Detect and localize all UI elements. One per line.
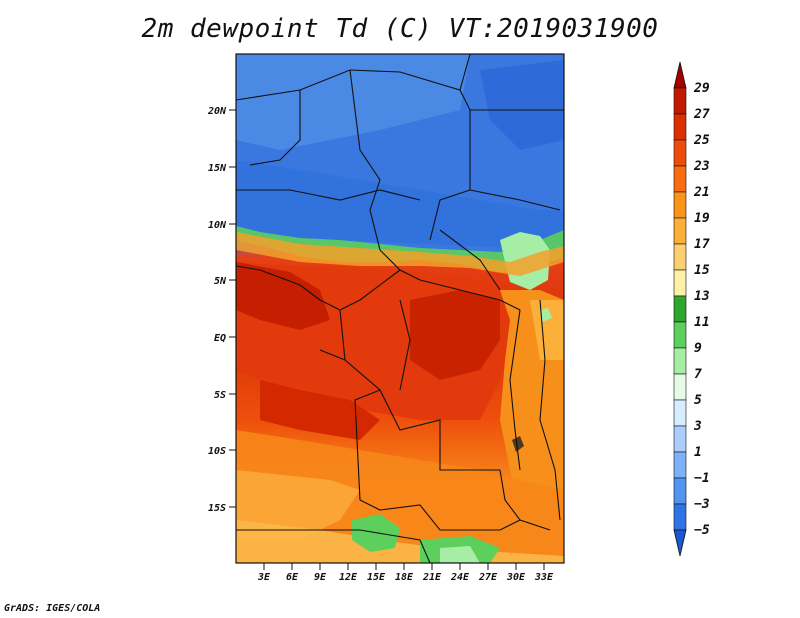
lon-tick-label: 9E — [314, 572, 327, 583]
colorbar-swatch — [673, 477, 687, 505]
colorbar-swatch — [673, 87, 687, 115]
colorbar-label: −1 — [694, 471, 710, 486]
colorbar-swatch — [673, 191, 687, 219]
colorbar-swatch — [673, 503, 687, 531]
colorbar-label: 13 — [694, 289, 710, 304]
country-borders — [236, 54, 564, 563]
colorbar-label: 9 — [694, 341, 702, 356]
colorbar-bottom-arrow — [673, 529, 687, 557]
lon-tick-label: 12E — [339, 572, 358, 583]
dewpoint-field — [236, 54, 564, 563]
colorbar-label: 27 — [693, 107, 710, 122]
lat-tick-label: 10S — [208, 446, 226, 457]
lon-tick-label: 24E — [450, 572, 470, 583]
colorbar-swatch — [673, 347, 687, 375]
colorbar-swatch — [673, 243, 687, 271]
colorbar-swatch — [673, 217, 687, 245]
lon-tick-label: 33E — [534, 572, 554, 583]
colorbar-swatch — [673, 113, 687, 141]
colorbar-swatch — [673, 165, 687, 193]
lat-tick-label: 5S — [214, 390, 226, 401]
colorbar-label: 29 — [693, 81, 710, 96]
lat-axis: 20N 15N 10N 5N EQ 5S 10S 15S — [207, 106, 236, 514]
colorbar-swatch — [673, 295, 687, 323]
lat-tick-label: 15N — [208, 163, 227, 174]
lat-tick-label: EQ — [214, 333, 226, 344]
colorbar-label: 1 — [694, 445, 702, 460]
map-frame — [235, 53, 565, 564]
lat-tick-label: 5N — [214, 276, 227, 287]
lon-tick-label: 30E — [506, 572, 526, 583]
colorbar-label: 19 — [694, 211, 710, 226]
colorbar-swatch — [673, 425, 687, 453]
colorbar-label: 21 — [693, 185, 710, 200]
colorbar-label: 25 — [693, 133, 710, 148]
colorbar-label: 23 — [693, 159, 710, 174]
colorbar-label: 15 — [694, 263, 710, 278]
colorbar-label: 7 — [694, 367, 702, 382]
lon-tick-label: 3E — [257, 572, 271, 583]
colorbar-label: 5 — [694, 393, 702, 408]
colorbar-label: 17 — [694, 237, 710, 252]
colorbar-label: −3 — [694, 497, 710, 512]
chart-title: 2m dewpoint Td (C) VT:2019031900 — [141, 14, 659, 44]
colorbar-swatch — [673, 399, 687, 427]
colorbar-swatch — [673, 373, 687, 401]
lat-tick-label: 15S — [208, 503, 226, 514]
colorbar-top-arrow — [673, 61, 687, 89]
credit-text: GrADS: IGES/COLA — [4, 603, 101, 614]
lon-tick-label: 27E — [478, 572, 498, 583]
lon-tick-label: 6E — [286, 572, 299, 583]
colorbar-label: −5 — [694, 523, 710, 538]
colorbar-label: 3 — [693, 419, 702, 434]
colorbar: 29 27 25 23 21 19 17 15 13 11 9 7 5 3 1 −1 −3 −5 — [673, 61, 710, 557]
colorbar-swatch — [673, 451, 687, 479]
lon-tick-label: 18E — [395, 572, 414, 583]
lon-tick-label: 15E — [367, 572, 386, 583]
lon-tick-label: 21E — [422, 572, 442, 583]
lat-tick-label: 10N — [208, 220, 227, 231]
colorbar-swatch — [673, 139, 687, 167]
lat-tick-label: 20N — [207, 106, 227, 117]
colorbar-swatch — [673, 269, 687, 297]
lon-axis: 3E 6E 9E 12E 15E 18E 21E 24E 27E 30E 33E — [257, 563, 554, 583]
colorbar-label: 11 — [694, 315, 710, 330]
colorbar-swatch — [673, 321, 687, 349]
